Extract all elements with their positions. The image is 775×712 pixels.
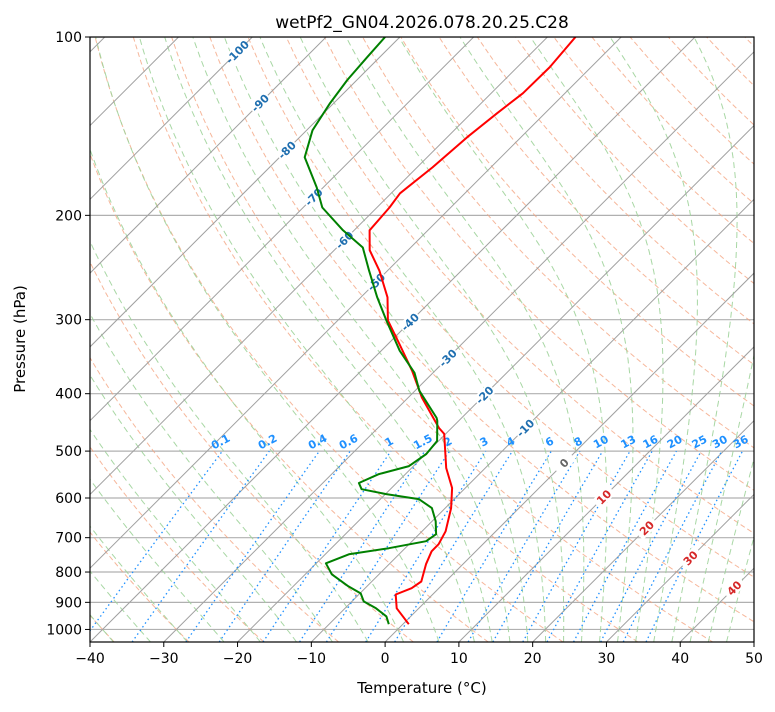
x-tick-label: 40: [671, 651, 689, 667]
x-tick-label: 50: [745, 651, 763, 667]
y-tick-label: 1000: [46, 622, 82, 638]
x-tick-label: 30: [598, 651, 616, 667]
chart-title: wetPf2_GN04.2026.078.20.25.C28: [275, 13, 569, 33]
y-tick-label: 700: [55, 531, 82, 547]
x-tick-label: 10: [450, 651, 468, 667]
y-tick-label: 100: [55, 30, 82, 46]
y-tick-label: 500: [55, 444, 82, 460]
y-tick-label: 600: [55, 491, 82, 507]
y-tick-label: 300: [55, 313, 82, 329]
y-tick-label: 900: [55, 595, 82, 611]
y-tick-label: 200: [55, 208, 82, 224]
y-tick-label: 800: [55, 565, 82, 581]
x-tick-label: −40: [75, 651, 105, 667]
x-axis-label: Temperature (°C): [356, 679, 486, 697]
x-tick-label: −10: [297, 651, 327, 667]
x-tick-label: 20: [524, 651, 542, 667]
x-tick-label: −30: [149, 651, 179, 667]
y-tick-label: 400: [55, 387, 82, 403]
y-axis-label: Pressure (hPa): [11, 285, 29, 393]
x-tick-label: −20: [223, 651, 253, 667]
x-tick-label: 0: [381, 651, 390, 667]
